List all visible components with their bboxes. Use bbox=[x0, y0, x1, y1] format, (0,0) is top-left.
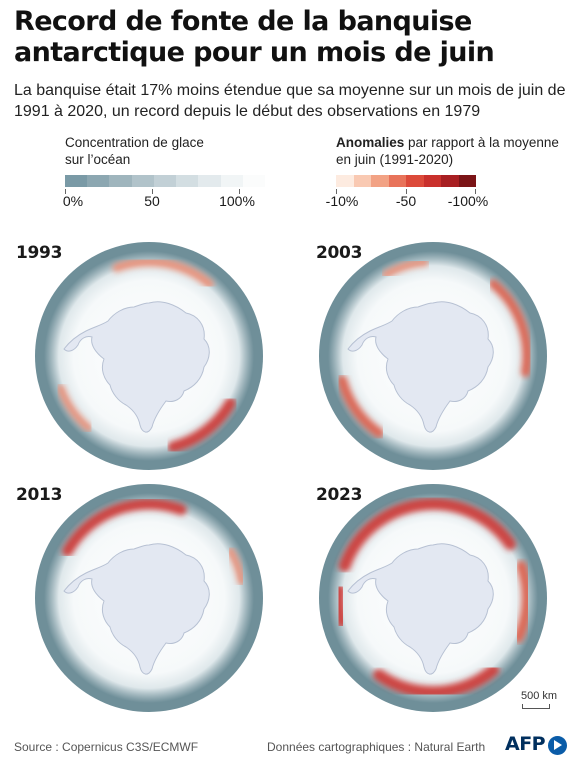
legend-anomalies-title: Anomalies par rapport à la moyenne en ju… bbox=[336, 134, 576, 168]
concentration-swatch bbox=[242, 175, 265, 187]
map-year-2023: 2023 bbox=[316, 485, 363, 505]
anomaly-band bbox=[512, 560, 533, 644]
antarctica-continent bbox=[63, 543, 210, 675]
legend-concentration: Concentration de glace sur l’océan 0% 50… bbox=[62, 134, 265, 209]
legend-label-minus10: -10% bbox=[325, 193, 359, 209]
anomaly-band bbox=[62, 498, 187, 557]
afp-logo-text: AFP bbox=[505, 733, 546, 755]
concentration-swatch bbox=[109, 175, 132, 187]
legend-label-0: 0% bbox=[62, 193, 84, 209]
concentration-swatch bbox=[220, 175, 243, 187]
legend-concentration-bar bbox=[65, 175, 265, 187]
anomaly-band bbox=[338, 498, 516, 572]
legend-anomalies: Anomalies par rapport à la moyenne en ju… bbox=[326, 134, 559, 209]
scale-label: 500 km bbox=[521, 690, 558, 702]
antarctica-continent bbox=[347, 543, 494, 675]
legend-anomalies-ticks: -10% -50 -100% bbox=[326, 189, 488, 209]
anomaly-band bbox=[333, 584, 348, 628]
anomaly-band bbox=[112, 257, 214, 289]
anomaly-swatch bbox=[353, 175, 371, 187]
legend-label-100: 100% bbox=[219, 193, 255, 209]
anomaly-swatch bbox=[458, 175, 476, 187]
scale-bar bbox=[522, 704, 550, 709]
concentration-swatch bbox=[176, 175, 199, 187]
anomaly-band bbox=[488, 279, 532, 378]
anomaly-swatch bbox=[406, 175, 424, 187]
antarctica-continent bbox=[63, 301, 210, 433]
antarctica-map-2013 bbox=[34, 483, 264, 713]
anomaly-band bbox=[373, 664, 500, 698]
anomaly-swatch bbox=[388, 175, 406, 187]
anomaly-band bbox=[337, 375, 385, 439]
legend-label-50: 50 bbox=[144, 193, 160, 209]
anomaly-swatch bbox=[336, 175, 354, 187]
anomaly-swatch bbox=[423, 175, 441, 187]
legend-anomalies-bar bbox=[336, 175, 476, 187]
concentration-swatch bbox=[131, 175, 154, 187]
anomaly-band bbox=[56, 384, 93, 432]
legend-anomalies-title-bold: Anomalies bbox=[336, 135, 405, 150]
antarctica-map-2003 bbox=[318, 241, 548, 471]
map-year-2013: 2013 bbox=[16, 485, 63, 505]
legend-concentration-ticks: 0% 50 100% bbox=[62, 189, 265, 209]
map-year-1993: 1993 bbox=[16, 243, 63, 263]
legend-label-minus50: -50 bbox=[395, 193, 417, 209]
antarctica-map-1993 bbox=[34, 241, 264, 471]
map-svg bbox=[319, 484, 547, 712]
legend-label-minus100: -100% bbox=[447, 193, 489, 209]
anomaly-swatch bbox=[441, 175, 459, 187]
afp-logo-icon bbox=[548, 736, 567, 755]
concentration-swatch bbox=[87, 175, 110, 187]
page-title: Record de fonte de la banquise antarctiq… bbox=[14, 6, 495, 68]
concentration-swatch bbox=[198, 175, 221, 187]
anomaly-band bbox=[381, 258, 429, 279]
credit-text: Données cartographiques : Natural Earth bbox=[267, 740, 486, 754]
antarctica-continent bbox=[347, 301, 494, 433]
anomaly-band bbox=[167, 397, 236, 453]
legend-concentration-title: Concentration de glace sur l’océan bbox=[65, 135, 204, 167]
map-svg bbox=[319, 242, 547, 470]
concentration-swatch bbox=[153, 175, 177, 187]
concentration-swatch bbox=[65, 175, 88, 187]
anomaly-swatch bbox=[371, 175, 389, 187]
legend-anomalies-title-rest: par rapport à la moyenne en juin (1991-2… bbox=[336, 135, 559, 167]
antarctica-map-2023 bbox=[318, 483, 548, 713]
map-svg bbox=[35, 242, 263, 470]
map-year-2003: 2003 bbox=[316, 243, 363, 263]
page-subtitle: La banquise était 17% moins étendue que … bbox=[14, 82, 566, 120]
map-svg bbox=[35, 484, 263, 712]
source-text: Source : Copernicus C3S/ECMWF bbox=[14, 740, 199, 754]
anomaly-band bbox=[226, 547, 246, 586]
